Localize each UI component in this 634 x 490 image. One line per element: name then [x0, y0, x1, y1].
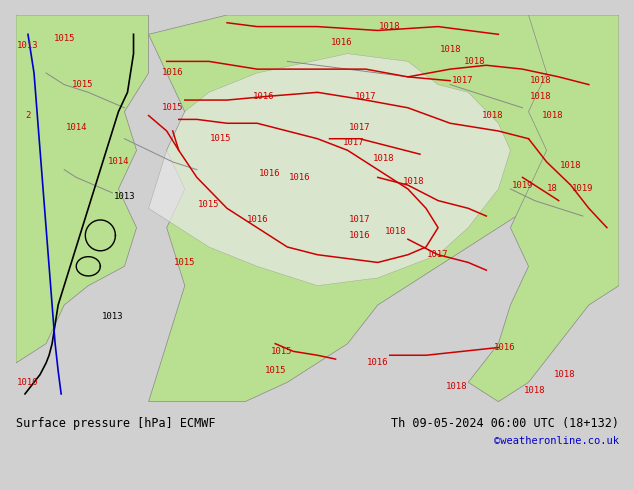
Text: 1018: 1018	[560, 161, 581, 171]
Text: 1018: 1018	[554, 370, 576, 379]
Text: 1015: 1015	[162, 103, 183, 112]
Text: 1015: 1015	[264, 366, 286, 375]
Text: 1015: 1015	[53, 34, 75, 43]
Text: 1013: 1013	[101, 312, 123, 321]
Text: 1017: 1017	[355, 92, 377, 101]
Text: 1015: 1015	[210, 134, 231, 143]
Text: 1018: 1018	[542, 111, 564, 120]
Text: 1016: 1016	[252, 92, 274, 101]
Text: 2: 2	[25, 111, 30, 120]
Text: 1017: 1017	[451, 76, 473, 85]
Text: 1014: 1014	[65, 122, 87, 132]
Text: 1013: 1013	[113, 192, 135, 201]
Text: 18: 18	[547, 185, 558, 194]
Polygon shape	[148, 54, 510, 286]
Text: 1016: 1016	[349, 231, 370, 240]
Text: 1017: 1017	[343, 138, 365, 147]
Text: 1018: 1018	[524, 386, 545, 394]
Text: 1018: 1018	[385, 227, 406, 236]
Text: 1018: 1018	[463, 57, 485, 66]
Text: 1018: 1018	[482, 111, 503, 120]
Polygon shape	[16, 15, 148, 363]
Text: 1018: 1018	[373, 153, 394, 163]
Text: 1010: 1010	[17, 378, 39, 387]
Text: 1015: 1015	[72, 80, 93, 89]
Text: 1015: 1015	[198, 200, 219, 209]
Text: ©weatheronline.co.uk: ©weatheronline.co.uk	[494, 437, 619, 446]
Text: 1017: 1017	[349, 122, 370, 132]
Text: Th 09-05-2024 06:00 UTC (18+132): Th 09-05-2024 06:00 UTC (18+132)	[391, 417, 619, 430]
Text: 1016: 1016	[288, 173, 310, 182]
Text: 1018: 1018	[530, 76, 552, 85]
Text: 1019: 1019	[572, 185, 593, 194]
Text: 1013: 1013	[17, 42, 39, 50]
Text: 1015: 1015	[174, 258, 195, 267]
Text: 1018: 1018	[403, 177, 425, 186]
Text: 1016: 1016	[331, 38, 353, 47]
Polygon shape	[469, 15, 619, 402]
Text: 1016: 1016	[259, 169, 280, 178]
Text: 1017: 1017	[427, 250, 449, 259]
Text: Surface pressure [hPa] ECMWF: Surface pressure [hPa] ECMWF	[16, 417, 216, 430]
Text: 1016: 1016	[247, 216, 268, 224]
Text: 1018: 1018	[439, 45, 461, 54]
Text: 1019: 1019	[512, 181, 533, 190]
Polygon shape	[148, 15, 619, 402]
Text: 1018: 1018	[530, 92, 552, 101]
Text: 1017: 1017	[349, 216, 370, 224]
Text: 1016: 1016	[367, 359, 389, 368]
Text: 1018: 1018	[379, 22, 401, 31]
Text: 1016: 1016	[162, 69, 183, 77]
Text: 1016: 1016	[494, 343, 515, 352]
Text: 1015: 1015	[271, 347, 292, 356]
Text: 1014: 1014	[108, 157, 129, 167]
Text: 1018: 1018	[446, 382, 467, 391]
